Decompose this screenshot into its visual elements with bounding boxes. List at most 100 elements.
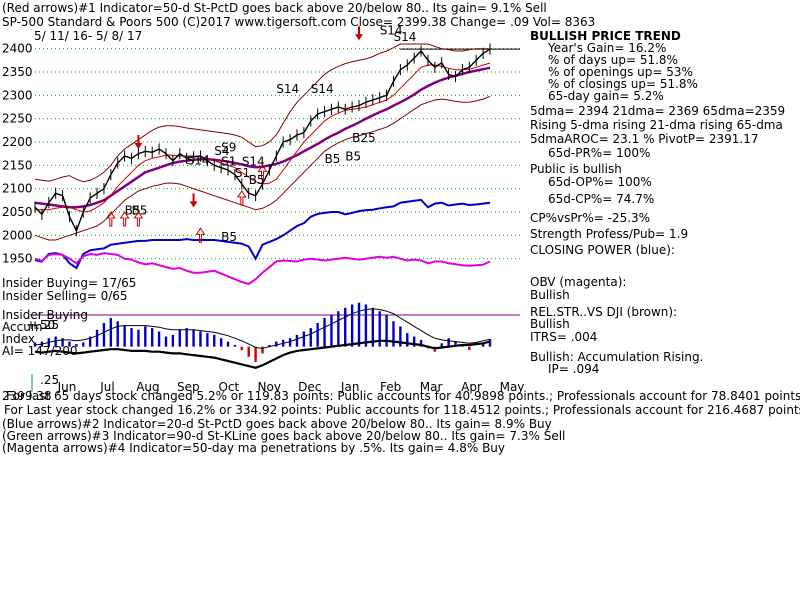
obv-label: OBV (magenta): (530, 275, 626, 289)
ip-value: IP= .094 (548, 362, 599, 376)
right-panel: BULLISH PRICE TREND Year's Gain= 16.2% %… (530, 29, 785, 376)
relstr-label: REL.STR..VS DJI (brown): (530, 305, 677, 319)
x-tick-jan: Jan (340, 380, 360, 394)
footer-last-price: 2399.38 (2, 389, 52, 403)
down-arrow-3 (134, 135, 143, 149)
cp-vs-pr: CP%vsPr%= -25.3% (530, 211, 650, 225)
signal-label-3: S9 (221, 140, 236, 154)
stat-65day-gain: 65-day gain= 5.2% (548, 89, 664, 103)
ma-values: 5dma= 2394 21dma= 2369 65dma=2359 (530, 104, 785, 118)
up-arrow-1 (119, 211, 130, 227)
signal-label-10: B5 (125, 203, 141, 217)
y-tick-label-2100: 2100 (2, 182, 33, 196)
x-tick-apr: Apr (461, 380, 482, 394)
down-arrow-7 (355, 26, 364, 41)
date-range: 5/ 11/ 16- 5/ 8/ 17 (34, 29, 142, 43)
footer-indicator-4: (Magenta arrows)#4 Indicator=50-day ma p… (2, 441, 505, 455)
y-tick-label-2200: 2200 (2, 135, 33, 149)
signal-label-15: B25 (352, 131, 376, 145)
signal-label-13: B5 (325, 152, 341, 166)
stat-days-up: % of days up= 51.8% (548, 53, 678, 67)
relative-strength-line (34, 339, 491, 369)
pr-percent: 65d-PR%= 100% (548, 146, 650, 160)
stat-openings-up: % of openings up= 53% (548, 65, 693, 79)
relstr-value: Bullish (530, 317, 570, 331)
rising-mas: Rising 5-dma rising 21-dma rising 65-dma (530, 118, 783, 132)
x-tick-mar: Mar (420, 380, 443, 394)
signal-label-4: S1 (221, 154, 236, 168)
y-tick-label-2150: 2150 (2, 158, 33, 172)
up-arrow-2 (133, 211, 144, 227)
series-line-band-upper (34, 43, 490, 183)
series-line-obv (34, 252, 491, 285)
signal-label-16: B5 (221, 230, 237, 244)
y-tick-label-2400: 2400 (2, 42, 33, 56)
x-tick-jul: Jul (99, 380, 114, 394)
signal-label-5: S1 (235, 166, 250, 180)
indicator-tick-25: +.25 (30, 318, 59, 332)
signal-label-11: B5 (132, 203, 148, 217)
signal-label-6: S14 (276, 82, 299, 96)
accumulation-status: Bullish: Accumulation Rising. (530, 350, 703, 364)
header-title: SP-500 Standard & Poors 500 (C)2017 www.… (2, 15, 595, 29)
indicator-title-line2: Accum (2, 320, 43, 334)
stat-year-gain: Year's Gain= 16.2% (547, 41, 666, 55)
x-tick-sep: Sep (177, 380, 200, 394)
footer-indicator-2: (Blue arrows)#2 Indicator=20-d St-PctD g… (2, 417, 552, 431)
footer-65day-change: For last 65 days stock changed 5.2% or 1… (6, 389, 800, 403)
x-tick-nov: Nov (258, 380, 281, 394)
signal-label-1: S14 (187, 153, 210, 167)
ai-label: AI= 147/200 (2, 344, 77, 358)
y-tick-label-2300: 2300 (2, 88, 33, 102)
y-tick-label-2250: 2250 (2, 112, 33, 126)
obv-value: Bullish (530, 288, 570, 302)
indicator-title-line3: Index (2, 332, 35, 346)
insider-selling-label: Insider Selling= 0/65 (2, 289, 128, 303)
signal-label-14: B5 (345, 150, 361, 164)
op-percent: 65d-OP%= 100% (548, 175, 652, 189)
x-tick-may: May (500, 380, 525, 394)
x-tick-oct: Oct (218, 380, 239, 394)
public-bullish: Public is bullish (530, 162, 622, 176)
up-arrow-6 (257, 164, 268, 180)
accumulation-index-panel (33, 302, 492, 369)
x-tick-dec: Dec (298, 380, 321, 394)
signal-label-7: S14 (311, 82, 334, 96)
indicator-title-line1: Insider Buying (2, 308, 88, 322)
cp-percent: 65d-CP%= 74.7% (548, 192, 654, 206)
insider-buying-label: Insider Buying= 17/65 (2, 276, 136, 290)
x-tick-feb: Feb (380, 380, 401, 394)
signal-label-0: S14 (242, 154, 265, 168)
indicator-tick-50: +.50 (26, 318, 55, 332)
y-tick-label-2050: 2050 (2, 205, 33, 219)
signal-label-8: S14 (380, 24, 403, 38)
down-arrow-4 (189, 193, 198, 208)
x-tick-jun: Jun (57, 380, 77, 394)
ip-moving-average-line (34, 308, 491, 349)
footer-year-change: For Last year stock changed 16.2% or 334… (4, 403, 800, 417)
x-tick-aug: Aug (136, 380, 159, 394)
closing-power-label: CLOSING POWER (blue): (530, 243, 675, 257)
stat-closings-up: % of closings up= 51.8% (548, 77, 698, 91)
x-axis-months: Jun Jul Aug Sep Oct Nov Dec Jan Feb Mar Apr May (57, 380, 525, 394)
signal-label-2: S4 (214, 144, 229, 158)
price-series (34, 43, 491, 285)
footer-indicator-3: (Green arrows)#3 Indicator=90-d St-KLine… (2, 429, 565, 443)
signal-label-9: S14 (393, 30, 416, 44)
signal-label-12: B5 (249, 173, 265, 187)
series-line-band-lower (34, 95, 491, 241)
up-arrow-5 (236, 190, 247, 206)
strength-ratio: Strength Profess/Pub= 1.9 (530, 227, 688, 241)
indicator-tick-neg25: .25 (40, 373, 59, 387)
header-indicator-1: (Red arrows)#1 Indicator=50-d St-PctD go… (2, 1, 547, 15)
trend-title: BULLISH PRICE TREND (530, 29, 681, 43)
series-line-closing-power (34, 198, 491, 270)
up-arrow-8 (195, 227, 206, 243)
y-tick-label-1950: 1950 (2, 252, 33, 266)
aroc-pivot: 5dmaAROC= 23.1 % PivotP= 2391.17 (530, 132, 758, 146)
up-arrow-0 (105, 211, 116, 227)
itrs-value: ITRS= .004 (530, 330, 597, 344)
y-tick-label-2350: 2350 (2, 65, 33, 79)
